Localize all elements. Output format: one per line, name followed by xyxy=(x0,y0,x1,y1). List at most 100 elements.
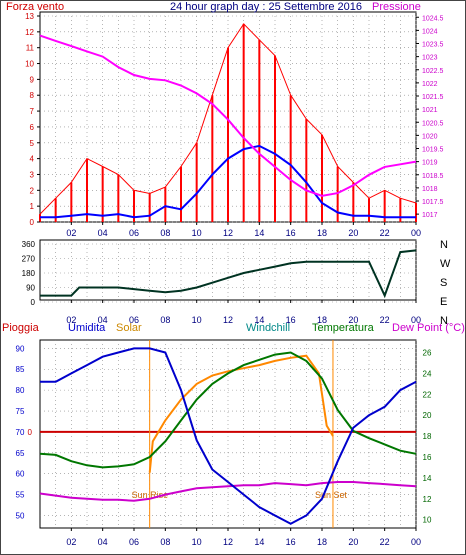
x-tick-label: 00 xyxy=(411,315,421,325)
x-tick-label: 18 xyxy=(317,315,327,325)
compass-label: W xyxy=(440,258,451,270)
legend-item: Solar xyxy=(116,322,142,334)
wind-speed-line xyxy=(40,144,416,219)
y-left-tick-label: 55 xyxy=(16,491,25,500)
y-tick-label: 0 xyxy=(31,298,36,307)
y-left-tick-label: 10 xyxy=(25,60,34,69)
y-right-tick-label: 18 xyxy=(423,432,432,441)
y-left-tick-label: 70 xyxy=(16,428,25,437)
y-left-tick-label: 3 xyxy=(30,170,35,179)
y-left-tick-label: 2 xyxy=(30,186,35,195)
x-tick-label: 04 xyxy=(98,537,108,547)
compass-label: S xyxy=(440,277,447,289)
y-tick-label: 90 xyxy=(26,284,35,293)
x-tick-label: 16 xyxy=(286,537,296,547)
x-tick-label: 02 xyxy=(66,537,76,547)
y-right-tick-label: 12 xyxy=(423,495,432,504)
y-right-tick-label: 22 xyxy=(423,390,432,399)
wind-direction-line xyxy=(40,249,417,299)
compass-label: E xyxy=(440,296,447,308)
panel-border xyxy=(39,239,417,301)
y-left-tick-label: 7 xyxy=(30,107,35,116)
y-left-tick-label: 1 xyxy=(30,202,35,211)
x-tick-label: 00 xyxy=(411,537,421,547)
x-tick-label: 14 xyxy=(254,537,264,547)
rain-tick-label: 0 xyxy=(28,428,33,437)
y-right-tick-label: 1024.5 xyxy=(422,15,444,22)
y-right-tick-label: 26 xyxy=(423,349,432,358)
x-tick-label: 16 xyxy=(286,315,296,325)
y-left-tick-label: 11 xyxy=(26,44,35,53)
x-tick-label: 12 xyxy=(223,537,233,547)
y-right-tick-label: 1023 xyxy=(422,55,438,62)
y-right-tick-label: 1022 xyxy=(422,81,438,88)
x-tick-label: 08 xyxy=(160,315,170,325)
y-left-tick-label: 5 xyxy=(30,139,35,148)
y-left-tick-label: 80 xyxy=(16,386,25,395)
y-left-tick-label: 8 xyxy=(30,91,35,100)
x-tick-label: 18 xyxy=(317,228,327,238)
chart-title: 24 hour graph day : 25 Settembre 2016 xyxy=(170,1,362,13)
y-right-tick-label: 1021 xyxy=(422,107,438,114)
x-tick-label: 06 xyxy=(129,315,139,325)
y-right-tick-label: 14 xyxy=(423,474,432,483)
y-left-tick-label: 13 xyxy=(25,12,34,21)
y-tick-label: 360 xyxy=(22,240,36,249)
sunset-label: Sun Set xyxy=(315,490,348,500)
x-tick-label: 04 xyxy=(98,315,108,325)
y-left-tick-label: 60 xyxy=(16,470,25,479)
y-right-tick-label: 1020 xyxy=(422,133,438,140)
x-tick-label: 10 xyxy=(192,537,202,547)
x-tick-label: 14 xyxy=(254,228,264,238)
x-tick-label: 20 xyxy=(348,537,358,547)
x-tick-label: 22 xyxy=(380,315,390,325)
gust-series-line xyxy=(39,23,417,215)
x-tick-label: 22 xyxy=(380,228,390,238)
temperature-line xyxy=(39,351,417,469)
y-tick-label: 180 xyxy=(22,269,36,278)
x-tick-label: 20 xyxy=(348,228,358,238)
legend-item: Windchill xyxy=(246,322,290,334)
x-tick-label: 08 xyxy=(160,537,170,547)
wind-direction-panel: 02 04 06 08 10 12 14 16 18 20 22 00 360270180900NWS… xyxy=(22,239,451,327)
y-left-tick-label: 0 xyxy=(30,218,35,227)
y-right-tick-label: 20 xyxy=(423,411,432,420)
x-tick-label: 08 xyxy=(160,228,170,238)
y-tick-label: 270 xyxy=(22,255,36,264)
compass-label: N xyxy=(440,239,448,251)
y-right-tick-label: 1018.5 xyxy=(422,173,444,180)
y-right-tick-label: 1023.5 xyxy=(422,42,444,49)
x-tick-label: 10 xyxy=(192,315,202,325)
x-tick-label: 00 xyxy=(411,228,421,238)
y-left-tick-label: 75 xyxy=(16,407,25,416)
legend-item: Umidita xyxy=(68,322,106,334)
y-right-tick-label: 1019 xyxy=(422,160,438,167)
y-right-tick-label: 1024 xyxy=(422,28,438,35)
x-tick-label: 16 xyxy=(286,228,296,238)
y-right-tick-label: 1022.5 xyxy=(422,68,444,75)
sunrise-label: Sun Rise xyxy=(132,490,169,500)
x-tick-label: 18 xyxy=(317,537,327,547)
x-tick-label: 14 xyxy=(254,315,264,325)
y-right-tick-label: 1020.5 xyxy=(422,120,444,127)
y-right-tick-label: 1018 xyxy=(422,186,438,193)
x-tick-label: 04 xyxy=(98,228,108,238)
y-right-tick-label: 16 xyxy=(423,453,432,462)
solar-line xyxy=(148,354,334,473)
compass-label: N xyxy=(440,315,448,327)
humidity-line xyxy=(40,347,417,525)
x-tick-label: 02 xyxy=(66,228,76,238)
y-left-tick-label: 12 xyxy=(25,28,34,37)
pressure-line xyxy=(39,34,417,197)
x-tick-label: 12 xyxy=(223,228,233,238)
y-left-tick-label: 9 xyxy=(30,75,35,84)
legend-item: Dew Point (°C) xyxy=(392,322,465,334)
left-axis-title: Forza vento xyxy=(6,1,64,13)
x-tick-label: 22 xyxy=(380,537,390,547)
right-axis-title: Pressione xyxy=(372,1,421,13)
x-tick-label: 20 xyxy=(348,315,358,325)
y-right-tick-label: 1019.5 xyxy=(422,147,444,154)
x-tick-label: 02 xyxy=(66,315,76,325)
dew-point-line xyxy=(39,481,417,502)
